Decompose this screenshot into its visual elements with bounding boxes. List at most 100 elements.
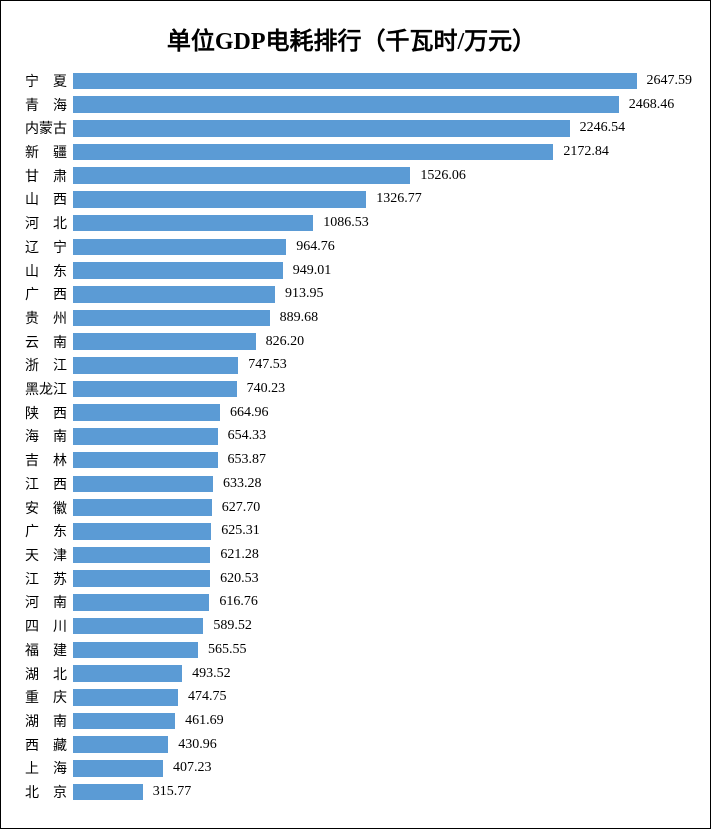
bar-row: 江 苏620.53 [11, 567, 692, 591]
bar-cell: 633.28 [73, 472, 692, 496]
bar [73, 73, 637, 90]
category-label: 广 东 [11, 521, 73, 541]
category-label: 安 徽 [11, 498, 73, 518]
bar-row: 山 西1326.77 [11, 188, 692, 212]
category-label: 河 北 [11, 213, 73, 233]
value-label: 664.96 [230, 405, 269, 421]
bar-row: 内蒙古2246.54 [11, 116, 692, 140]
bar-row: 宁 夏2647.59 [11, 69, 692, 93]
bar [73, 665, 182, 682]
value-label: 627.70 [222, 500, 261, 516]
bar-cell: 913.95 [73, 282, 692, 306]
category-label: 陕 西 [11, 403, 73, 423]
bar-cell: 616.76 [73, 591, 692, 615]
bar-cell: 461.69 [73, 709, 692, 733]
value-label: 826.20 [266, 334, 305, 350]
bar-row: 河 北 1086.53 [11, 211, 692, 235]
value-label: 315.77 [153, 784, 192, 800]
category-label: 甘 肃 [11, 166, 73, 186]
bar [73, 642, 198, 659]
category-label: 上 海 [11, 758, 73, 778]
bar-cell: 653.87 [73, 448, 692, 472]
category-label: 云 南 [11, 332, 73, 352]
value-label: 1526.06 [420, 168, 466, 184]
category-label: 海 南 [11, 426, 73, 446]
value-label: 1326.77 [376, 191, 422, 207]
bar [73, 760, 163, 777]
bar-cell: 620.53 [73, 567, 692, 591]
bar-row: 安 徽 627.70 [11, 496, 692, 520]
category-label: 四 川 [11, 616, 73, 636]
category-label: 江 西 [11, 474, 73, 494]
bar-cell: 430.96 [73, 733, 692, 757]
category-label: 宁 夏 [11, 71, 73, 91]
bar [73, 428, 218, 445]
bar-row: 甘 肃 1526.06 [11, 164, 692, 188]
bar [73, 96, 619, 113]
bar-row: 云 南 826.20 [11, 330, 692, 354]
bar-cell: 1086.53 [73, 211, 692, 235]
bar [73, 215, 313, 232]
bar [73, 736, 168, 753]
value-label: 740.23 [247, 381, 286, 397]
bar-row: 福 建565.55 [11, 638, 692, 662]
bar [73, 523, 211, 540]
value-label: 621.28 [220, 547, 259, 563]
bar-row: 江 西633.28 [11, 472, 692, 496]
bar-cell: 740.23 [73, 377, 692, 401]
value-label: 889.68 [280, 310, 319, 326]
category-label: 新 疆 [11, 142, 73, 162]
category-label: 河 南 [11, 592, 73, 612]
bar-cell: 1526.06 [73, 164, 692, 188]
value-label: 430.96 [178, 737, 217, 753]
category-label: 山 东 [11, 261, 73, 281]
bar-cell: 2172.84 [73, 140, 692, 164]
value-label: 565.55 [208, 642, 247, 658]
bar-cell: 589.52 [73, 614, 692, 638]
value-label: 474.75 [188, 689, 227, 705]
bar-row: 新 疆2172.84 [11, 140, 692, 164]
bar-cell: 664.96 [73, 401, 692, 425]
bar-cell: 565.55 [73, 638, 692, 662]
bar-row: 河 南 616.76 [11, 591, 692, 615]
bar-row: 四 川589.52 [11, 614, 692, 638]
bar [73, 713, 175, 730]
bar-cell: 315.77 [73, 780, 692, 804]
bar-cell: 964.76 [73, 235, 692, 259]
bar [73, 357, 238, 374]
category-label: 内蒙古 [11, 118, 73, 138]
value-label: 493.52 [192, 666, 231, 682]
value-label: 616.76 [219, 594, 258, 610]
bar-row: 黑龙江740.23 [11, 377, 692, 401]
bar-cell: 654.33 [73, 425, 692, 449]
category-label: 吉 林 [11, 450, 73, 470]
bar [73, 120, 570, 137]
bar [73, 476, 213, 493]
bar [73, 547, 210, 564]
chart-title: 单位GDP电耗排行（千瓦时/万元） [11, 15, 692, 69]
bar [73, 333, 256, 350]
bar-cell: 747.53 [73, 354, 692, 378]
bar [73, 310, 270, 327]
bar-row: 重 庆 474.75 [11, 685, 692, 709]
bar [73, 167, 410, 184]
bar-row: 湖 南461.69 [11, 709, 692, 733]
bar-row: 天 津 621.28 [11, 543, 692, 567]
category-label: 重 庆 [11, 687, 73, 707]
value-label: 1086.53 [323, 215, 369, 231]
category-label: 天 津 [11, 545, 73, 565]
bar [73, 570, 210, 587]
value-label: 949.01 [293, 263, 332, 279]
bar-row: 辽 宁964.76 [11, 235, 692, 259]
bar-cell: 826.20 [73, 330, 692, 354]
bar [73, 618, 203, 635]
value-label: 461.69 [185, 713, 224, 729]
value-label: 964.76 [296, 239, 335, 255]
bar-row: 吉 林 653.87 [11, 448, 692, 472]
bar-row: 广 西913.95 [11, 282, 692, 306]
bar-cell: 889.68 [73, 306, 692, 330]
bar-cell: 2468.46 [73, 93, 692, 117]
value-label: 653.87 [228, 452, 267, 468]
value-label: 747.53 [248, 357, 287, 373]
category-label: 青 海 [11, 95, 73, 115]
